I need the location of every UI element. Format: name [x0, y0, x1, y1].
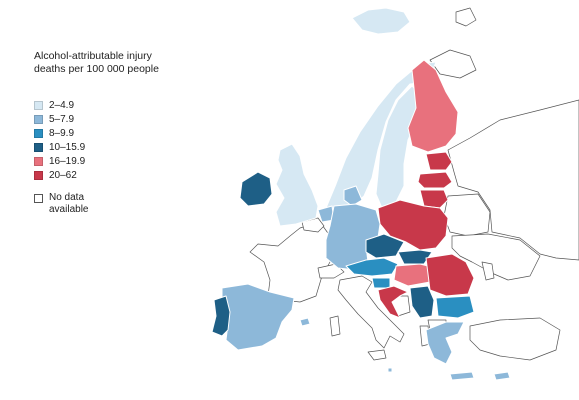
country-austria — [345, 257, 399, 277]
country-sicily — [367, 349, 387, 361]
legend-item: 2–4.9 — [34, 98, 209, 112]
country-estonia — [425, 151, 453, 171]
country-lithuania — [419, 189, 449, 209]
country-turkey — [469, 317, 561, 361]
country-italy — [337, 275, 405, 349]
legend-no-data-label: No data available — [49, 192, 88, 216]
country-poland — [377, 199, 449, 251]
country-iceland — [351, 7, 411, 35]
legend-swatch — [34, 170, 43, 180]
country-moldova — [481, 261, 495, 281]
legend-label: 5–7.9 — [49, 113, 75, 125]
country-ukraine — [451, 233, 541, 281]
country-belarus — [443, 193, 491, 237]
legend-items: 2–4.9 5–7.9 8–9.9 10–15.9 16–19.9 20–62 — [34, 98, 209, 182]
country-russia-north — [429, 49, 477, 79]
country-cyprus — [493, 371, 511, 381]
legend-item: 10–15.9 — [34, 140, 209, 154]
country-finland — [407, 59, 459, 153]
legend-title-line1: Alcohol-attributable injury — [34, 50, 152, 62]
country-latvia — [417, 171, 453, 189]
legend-title-line2: deaths per 100 000 people — [34, 63, 159, 75]
country-croatia — [377, 285, 409, 319]
legend-item: 16–19.9 — [34, 154, 209, 168]
country-svalbard — [455, 7, 477, 27]
country-uk — [275, 143, 319, 227]
legend-no-data-line1: No data — [49, 192, 85, 203]
legend-item-no-data: No data available — [34, 192, 209, 216]
country-sweden — [375, 85, 423, 209]
country-ireland — [239, 171, 273, 207]
country-crete — [449, 371, 475, 381]
map-legend: Alcohol-attributable injury deaths per 1… — [34, 50, 209, 216]
country-malta — [387, 367, 393, 373]
legend-swatch — [34, 142, 43, 152]
legend-label: 16–19.9 — [49, 155, 86, 167]
legend-swatch — [34, 114, 43, 124]
legend-swatch — [34, 100, 43, 110]
country-bulgaria — [435, 295, 475, 319]
legend-label: 2–4.9 — [49, 99, 75, 111]
country-greece — [425, 321, 465, 365]
country-serbia — [409, 285, 435, 319]
legend-swatch — [34, 128, 43, 138]
country-russia — [447, 99, 579, 261]
legend-item: 8–9.9 — [34, 126, 209, 140]
country-balearics — [299, 317, 311, 327]
country-romania — [425, 253, 475, 297]
legend-swatch — [34, 156, 43, 166]
country-czechia — [365, 233, 405, 259]
legend-label: 20–62 — [49, 169, 77, 181]
legend-item: 5–7.9 — [34, 112, 209, 126]
legend-label: 8–9.9 — [49, 127, 75, 139]
country-portugal — [211, 295, 231, 337]
country-slovenia — [371, 277, 391, 289]
legend-title: Alcohol-attributable injury deaths per 1… — [34, 50, 209, 76]
legend-no-data-line2: available — [49, 204, 89, 215]
country-sardinia — [329, 315, 341, 337]
country-denmark — [343, 185, 363, 207]
legend-item: 20–62 — [34, 168, 209, 182]
legend-label: 10–15.9 — [49, 141, 86, 153]
legend-swatch-no-data — [34, 194, 43, 203]
